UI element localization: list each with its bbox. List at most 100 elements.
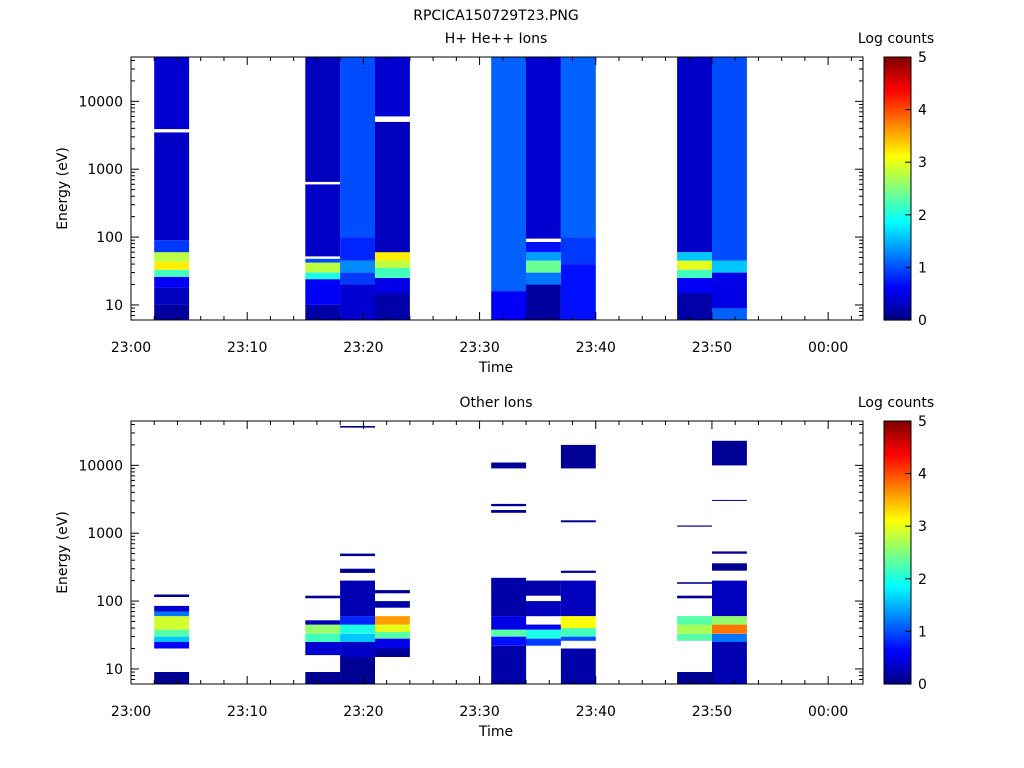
energy-bin — [677, 616, 712, 625]
colorbar-step — [884, 280, 911, 284]
energy-bin — [491, 57, 527, 292]
colorbar-step — [884, 283, 911, 287]
colorbar-step — [884, 547, 911, 551]
colorbar-step — [884, 549, 911, 554]
colorbar-step — [884, 146, 911, 150]
colorbar-step — [884, 293, 911, 297]
energy-bin — [375, 293, 410, 320]
colorbar-step — [884, 528, 911, 533]
x-axis-label: Time — [478, 360, 513, 376]
energy-bin — [154, 132, 190, 241]
colorbar-step — [884, 515, 911, 519]
time-column — [375, 590, 410, 657]
colorbar-step — [884, 423, 911, 427]
colorbar-step — [884, 470, 911, 475]
colorbar-step — [884, 109, 911, 113]
colorbar-step — [884, 243, 911, 247]
x-tick-label: 23:10 — [227, 340, 267, 356]
energy-bin — [375, 590, 410, 594]
colorbar-step — [884, 267, 911, 271]
colorbar-step — [884, 431, 911, 435]
energy-bin — [154, 616, 190, 630]
colorbar-step — [884, 162, 911, 166]
colorbar-step — [884, 309, 911, 313]
energy-bin — [375, 268, 410, 278]
energy-bin — [375, 632, 410, 639]
colorbar-step — [884, 209, 911, 213]
x-axis-label: Time — [478, 724, 513, 740]
energy-bin — [340, 426, 375, 428]
colorbar-step — [884, 631, 911, 635]
colorbar-step — [884, 481, 911, 485]
colorbar-step — [884, 141, 911, 145]
colorbar-step — [884, 67, 911, 71]
energy-bin — [712, 580, 747, 617]
energy-bin — [154, 276, 190, 288]
colorbar-step — [884, 465, 911, 469]
colorbar-step — [884, 122, 911, 126]
colorbar-step — [884, 620, 911, 625]
colorbar-step — [884, 220, 911, 224]
colorbar-step — [884, 657, 911, 661]
colorbar-step — [884, 96, 911, 100]
time-column — [560, 57, 596, 320]
time-column — [491, 57, 527, 320]
energy-bin — [677, 633, 712, 641]
colorbar-frame — [883, 420, 912, 685]
x-tick-label: 23:00 — [111, 340, 151, 356]
colorbar-step — [884, 246, 911, 250]
energy-bin — [340, 284, 375, 320]
colorbar-tick-label: 3 — [918, 519, 927, 535]
colorbar-step — [884, 478, 911, 483]
energy-bin — [526, 260, 561, 273]
energy-bin — [154, 129, 190, 133]
time-column — [526, 580, 561, 646]
energy-bin — [305, 304, 341, 320]
colorbar-step — [884, 306, 911, 311]
energy-bin — [340, 237, 375, 261]
colorbar-step — [884, 233, 911, 237]
colorbar-step — [884, 235, 911, 240]
energy-bin — [560, 57, 596, 238]
colorbar-step — [884, 526, 911, 530]
energy-bin — [560, 520, 596, 523]
energy-bin — [560, 444, 596, 469]
colorbar-step — [884, 64, 911, 69]
colorbar-step — [884, 497, 911, 501]
colorbar-step — [884, 183, 911, 187]
colorbar-step — [884, 463, 911, 467]
x-tick-label: 23:50 — [692, 340, 732, 356]
colorbar-step — [884, 248, 911, 253]
energy-bin — [154, 594, 190, 597]
energy-bin — [677, 672, 712, 684]
colorbar-tick-label: 1 — [918, 260, 927, 276]
energy-bin — [375, 57, 410, 117]
colorbar-tick-label: 3 — [918, 155, 927, 171]
colorbar-step — [884, 544, 911, 548]
colorbar-step — [884, 452, 911, 456]
energy-bin — [154, 269, 190, 277]
energy-bin — [375, 638, 410, 649]
energy-bin — [712, 440, 747, 466]
energy-bin — [340, 624, 375, 634]
colorbar-step — [884, 578, 911, 583]
colorbar-step — [884, 670, 911, 675]
colorbar-tick-label: 2 — [918, 208, 927, 224]
colorbar-step — [884, 455, 911, 459]
energy-bin — [491, 503, 527, 507]
energy-bin — [305, 672, 341, 684]
colorbar-step — [884, 434, 911, 438]
energy-bin — [340, 580, 375, 617]
colorbar-step — [884, 541, 911, 546]
figure-title: RPCICA150729T23.PNG — [413, 8, 578, 24]
energy-bin — [305, 641, 341, 656]
colorbar-step — [884, 191, 911, 195]
energy-bin — [305, 272, 341, 280]
y-axis-label: Energy (eV) — [55, 147, 71, 230]
colorbar-step — [884, 298, 911, 303]
time-column — [491, 462, 527, 684]
colorbar-step — [884, 62, 911, 66]
energy-bin — [491, 510, 527, 513]
x-tick-label: 23:10 — [227, 704, 267, 720]
colorbar-step — [884, 605, 911, 609]
